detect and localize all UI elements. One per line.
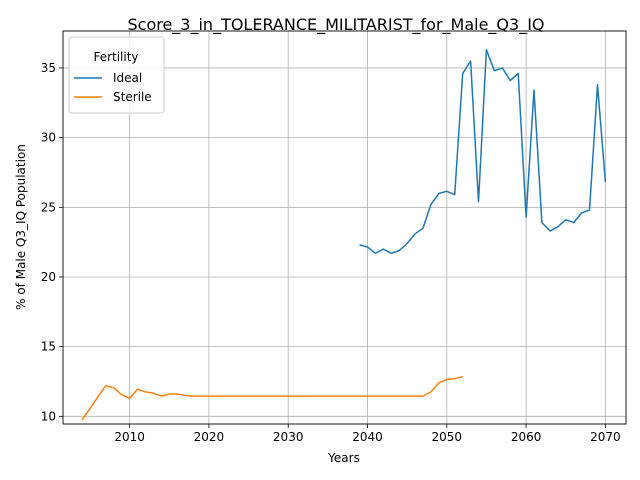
y-tick-label: 35 [41, 61, 56, 75]
x-axis-label: Years [327, 451, 360, 465]
y-tick-label: 15 [41, 340, 56, 354]
y-axis-label: % of Male Q3_IQ Population [14, 144, 28, 310]
x-tick-label: 2070 [590, 430, 621, 444]
y-tick-label: 10 [41, 409, 56, 423]
x-tick-label: 2050 [432, 430, 463, 444]
legend: Fertility Ideal Sterile [68, 36, 165, 114]
y-axis: 10 15 20 25 30 35 [41, 61, 63, 423]
x-tick-label: 2040 [352, 430, 383, 444]
series-layer [81, 49, 607, 421]
chart-title: Score_3_in_TOLERANCE_MILITARIST_for_Male… [127, 15, 544, 35]
x-axis: 2010 2020 2030 2040 2050 2060 2070 [114, 424, 621, 444]
y-tick-label: 30 [41, 131, 56, 145]
x-tick-label: 2030 [273, 430, 304, 444]
y-tick-label: 20 [41, 270, 56, 284]
x-tick-label: 2020 [194, 430, 225, 444]
series-line-sterile [81, 375, 463, 421]
grid-lines [63, 31, 626, 424]
legend-box [68, 36, 165, 114]
series-line-ideal [359, 49, 607, 255]
legend-label-ideal: Ideal [113, 71, 142, 85]
legend-label-sterile: Sterile [113, 90, 152, 104]
x-tick-label: 2060 [511, 430, 542, 444]
plot-frame [62, 30, 627, 425]
x-tick-label: 2010 [114, 430, 145, 444]
y-tick-label: 25 [41, 200, 56, 214]
legend-title: Fertility [93, 50, 138, 64]
